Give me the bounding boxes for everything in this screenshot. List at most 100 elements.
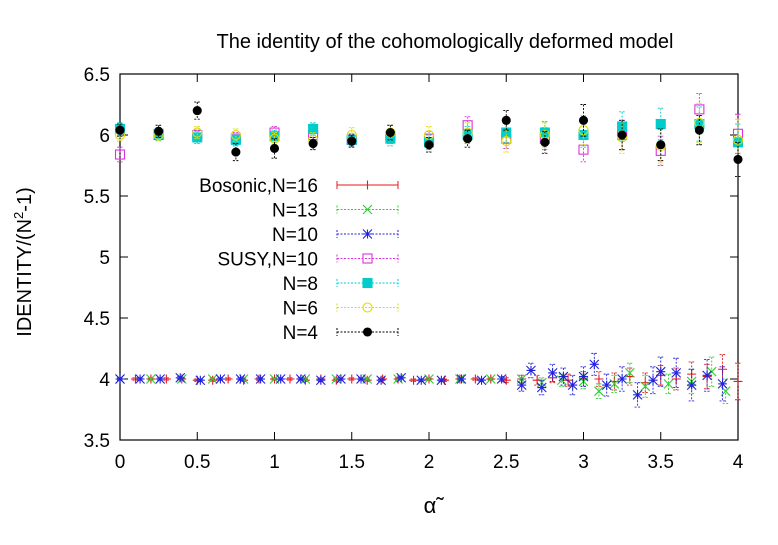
- legend-marker: [362, 302, 373, 313]
- data-point: [718, 364, 728, 374]
- data-point: [476, 375, 487, 386]
- data-point: [640, 381, 651, 392]
- error-bar: [642, 372, 649, 393]
- data-point: [686, 380, 697, 390]
- data-point: [154, 126, 164, 136]
- data-point: [230, 129, 241, 141]
- legend-line: [336, 205, 399, 214]
- x-axis-label: α̃: [424, 493, 445, 518]
- x-tick-label: 1.5: [339, 452, 365, 473]
- data-point: [558, 371, 569, 382]
- data-point: [601, 380, 612, 390]
- legend-label: N=6: [283, 299, 318, 320]
- data-point: [732, 134, 744, 145]
- data-point: [594, 374, 604, 384]
- error-bar: [719, 366, 726, 402]
- data-point: [655, 366, 666, 377]
- legend-line: [336, 230, 399, 238]
- data-point: [255, 374, 266, 384]
- x-tick-label: 3: [578, 452, 589, 473]
- y-axis-label-superscript: 2: [11, 212, 26, 219]
- legend-label: Bosonic,N=16: [199, 176, 318, 197]
- data-point: [656, 140, 666, 150]
- data-point: [470, 374, 480, 384]
- x-tick-label: 4: [733, 452, 744, 473]
- legend-label: N=13: [272, 201, 318, 222]
- y-axis-label-main: IDENTITY/(N: [14, 219, 36, 337]
- legend-label: N=10: [272, 225, 318, 246]
- data-point: [485, 374, 496, 384]
- data-point: [409, 375, 419, 385]
- data-point: [501, 115, 511, 125]
- error-bar: [194, 126, 201, 140]
- series-2: [115, 352, 728, 408]
- data-point: [526, 365, 536, 376]
- data-point: [436, 375, 447, 386]
- series-3: [114, 93, 744, 166]
- data-point: [578, 371, 589, 382]
- x-tick-label: 2.5: [493, 452, 519, 473]
- legend-label: N=4: [283, 323, 319, 344]
- x-axis: 0 0.5 1 1.5 2 2.5 3 3.5 4: [115, 74, 744, 473]
- error-bar: [310, 136, 317, 151]
- data-point: [423, 129, 435, 141]
- y-tick-label: 6: [99, 126, 110, 147]
- y-tick-label: 5.5: [84, 187, 110, 208]
- data-point: [295, 374, 306, 384]
- legend-marker: [362, 229, 373, 239]
- legend-marker: [363, 180, 372, 190]
- data-point: [655, 118, 666, 130]
- chart-title: The identity of the cohomologically defo…: [217, 31, 674, 53]
- data-point: [231, 147, 241, 157]
- data-point: [563, 375, 573, 385]
- data-point: [501, 136, 512, 147]
- legend-marker: [362, 327, 373, 337]
- data-point: [496, 374, 507, 384]
- legend-label: N=8: [283, 274, 318, 295]
- data-point: [269, 143, 280, 153]
- x-tick-label: 3.5: [648, 452, 674, 473]
- y-tick-label: 4: [99, 370, 110, 391]
- data-point: [702, 370, 712, 381]
- data-point: [114, 149, 126, 160]
- error-bar: [650, 366, 657, 395]
- data-point: [146, 374, 156, 384]
- data-point: [336, 374, 346, 384]
- data-point: [192, 127, 203, 138]
- data-point: [315, 375, 326, 386]
- y-tick-label: 4.5: [84, 309, 110, 330]
- legend-line: [336, 303, 399, 312]
- data-point: [175, 372, 186, 383]
- legend-marker: [362, 277, 373, 289]
- data-point: [207, 374, 218, 384]
- series-0: [115, 354, 743, 401]
- data-point: [594, 386, 604, 397]
- x-tick-label: 0.5: [184, 452, 210, 473]
- error-bar: [580, 366, 587, 387]
- data-point: [115, 374, 125, 384]
- data-point: [308, 123, 319, 134]
- data-point: [671, 368, 682, 378]
- data-point: [362, 375, 372, 385]
- data-point: [376, 375, 386, 386]
- error-bar: [503, 110, 510, 131]
- data-point: [396, 372, 407, 383]
- data-point: [663, 378, 674, 389]
- x-tick-label: 1: [269, 452, 280, 473]
- data-point: [556, 375, 567, 386]
- data-point: [536, 377, 547, 388]
- legend-marker: [362, 253, 373, 264]
- data-point: [567, 380, 578, 390]
- data-point: [617, 130, 627, 140]
- error-bar: [665, 373, 672, 395]
- data-point: [416, 375, 427, 386]
- y-axis: 3.5 4 4.5 5 5.5 6 6.5: [84, 65, 738, 452]
- error-bar: [696, 102, 703, 143]
- data-point: [385, 128, 395, 138]
- error-bar: [155, 124, 162, 138]
- y-axis-label-tail: -1): [14, 187, 36, 211]
- data-point: [547, 368, 558, 378]
- x-tick-label: 2: [424, 452, 435, 473]
- data-point: [215, 374, 226, 384]
